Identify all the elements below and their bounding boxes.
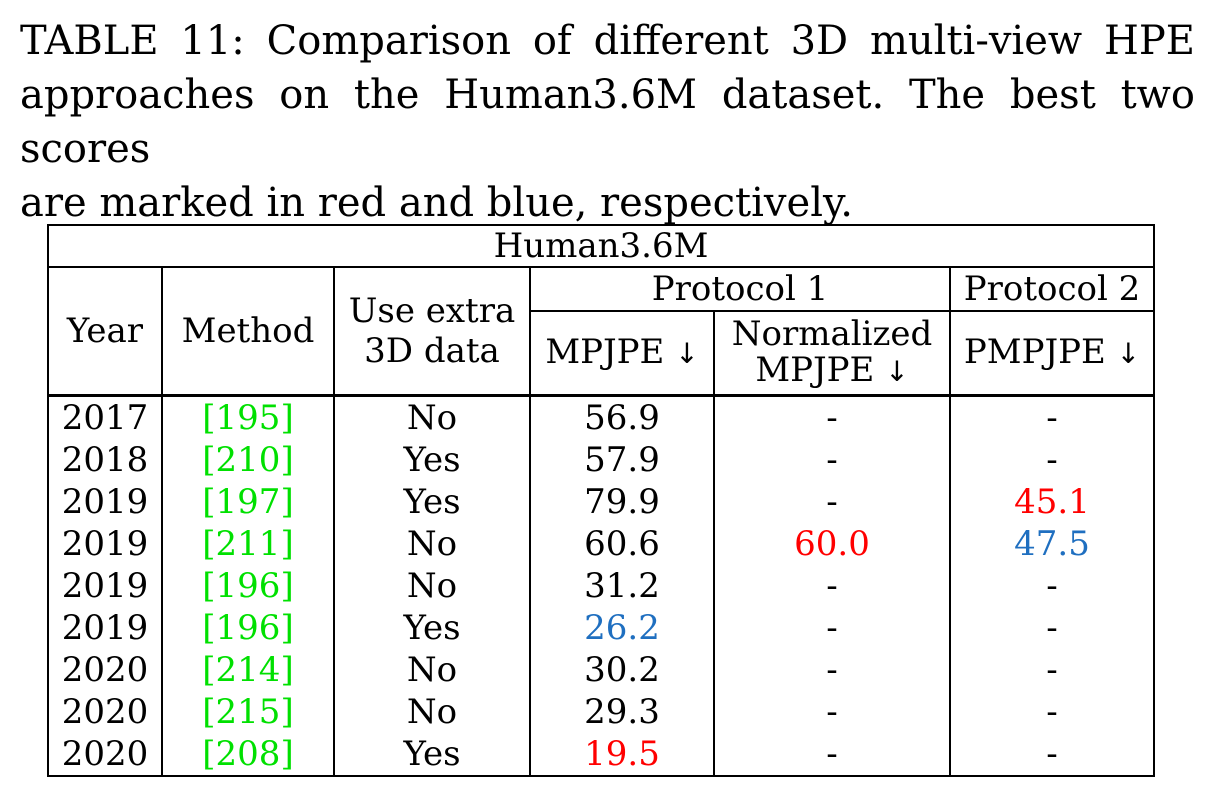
down-arrow-icon: ↓ xyxy=(885,355,909,388)
method-header: Method xyxy=(162,267,335,397)
table-row: 2019 [196] No 31.2 - - xyxy=(47,565,1155,607)
normalized-mpjpe-cell: - xyxy=(714,733,951,777)
pmpjpe-header: PMPJPE ↓ xyxy=(950,311,1155,397)
normalized-mpjpe-cell: - xyxy=(714,481,951,523)
extra-data-header: Use extra 3D data xyxy=(334,267,531,397)
extra-data-cell: No xyxy=(334,691,531,733)
year-cell: 2019 xyxy=(47,481,163,523)
pmpjpe-cell: - xyxy=(950,607,1155,649)
mpjpe-cell: 29.3 xyxy=(530,691,715,733)
table-row: 2019 [211] No 60.6 60.0 47.5 xyxy=(47,523,1155,565)
mpjpe-cell: 60.6 xyxy=(530,523,715,565)
mpjpe-cell: 56.9 xyxy=(530,395,715,439)
method-reference[interactable]: [196] xyxy=(162,607,335,649)
year-cell: 2020 xyxy=(47,691,163,733)
normalized-mpjpe-cell: - xyxy=(714,607,951,649)
protocol2-header: Protocol 2 xyxy=(950,267,1155,312)
caption-line-1: TABLE 11: Comparison of different 3D mul… xyxy=(20,18,1195,64)
method-reference[interactable]: [211] xyxy=(162,523,335,565)
year-header: Year xyxy=(47,267,163,397)
method-reference[interactable]: [208] xyxy=(162,733,335,777)
method-reference[interactable]: [210] xyxy=(162,439,335,481)
extra-data-cell: No xyxy=(334,395,531,439)
table-row: 2019 [197] Yes 79.9 - 45.1 xyxy=(47,481,1155,523)
extra-data-cell: No xyxy=(334,565,531,607)
year-cell: 2019 xyxy=(47,565,163,607)
table-row: 2020 [214] No 30.2 - - xyxy=(47,649,1155,691)
normalized-mpjpe-cell: - xyxy=(714,649,951,691)
pmpjpe-cell-best: 45.1 xyxy=(950,481,1155,523)
mpjpe-cell-second: 26.2 xyxy=(530,607,715,649)
pmpjpe-cell: - xyxy=(950,395,1155,439)
year-cell: 2019 xyxy=(47,607,163,649)
pmpjpe-cell: - xyxy=(950,691,1155,733)
mpjpe-header-label: MPJPE xyxy=(545,332,665,372)
mpjpe-header: MPJPE ↓ xyxy=(530,311,715,397)
method-reference[interactable]: [215] xyxy=(162,691,335,733)
table-row: 2020 [208] Yes 19.5 - - xyxy=(47,733,1155,777)
normalized-header-line-2: MPJPE xyxy=(755,350,875,390)
extra-data-cell: Yes xyxy=(334,733,531,777)
mpjpe-cell: 79.9 xyxy=(530,481,715,523)
normalized-mpjpe-cell: - xyxy=(714,565,951,607)
normalized-mpjpe-cell: - xyxy=(714,439,951,481)
method-reference[interactable]: [195] xyxy=(162,395,335,439)
year-cell: 2019 xyxy=(47,523,163,565)
extra-header-line-2: 3D data xyxy=(364,331,500,371)
normalized-mpjpe-cell: - xyxy=(714,691,951,733)
down-arrow-icon: ↓ xyxy=(1116,337,1141,370)
caption-line-3: are marked in red and blue, respectively… xyxy=(20,180,853,226)
pmpjpe-cell: - xyxy=(950,649,1155,691)
results-table: Human3.6M Year Method Use extra 3D data … xyxy=(47,224,1155,777)
pmpjpe-cell: - xyxy=(950,439,1155,481)
extra-header-line-1: Use extra xyxy=(348,291,516,331)
table-row: 2019 [196] Yes 26.2 - - xyxy=(47,607,1155,649)
mpjpe-cell: 31.2 xyxy=(530,565,715,607)
year-cell: 2018 xyxy=(47,439,163,481)
table-caption: TABLE 11: Comparison of different 3D mul… xyxy=(20,14,1195,230)
normalized-mpjpe-header: Normalized MPJPE ↓ xyxy=(714,311,951,397)
down-arrow-icon: ↓ xyxy=(675,337,699,370)
extra-data-cell: No xyxy=(334,523,531,565)
pmpjpe-header-label: PMPJPE xyxy=(963,332,1106,372)
mpjpe-cell-best: 19.5 xyxy=(530,733,715,777)
method-reference[interactable]: [196] xyxy=(162,565,335,607)
protocol1-header: Protocol 1 xyxy=(530,267,951,312)
extra-data-cell: No xyxy=(334,649,531,691)
pmpjpe-cell: - xyxy=(950,733,1155,777)
extra-data-cell: Yes xyxy=(334,607,531,649)
year-cell: 2020 xyxy=(47,733,163,777)
mpjpe-cell: 30.2 xyxy=(530,649,715,691)
method-reference[interactable]: [197] xyxy=(162,481,335,523)
pmpjpe-cell-second: 47.5 xyxy=(950,523,1155,565)
table-row: 2017 [195] No 56.9 - - xyxy=(47,395,1155,439)
caption-line-2: approaches on the Human3.6M dataset. The… xyxy=(20,72,1195,172)
table-row: 2020 [215] No 29.3 - - xyxy=(47,691,1155,733)
normalized-mpjpe-cell: - xyxy=(714,395,951,439)
normalized-mpjpe-cell-best: 60.0 xyxy=(714,523,951,565)
method-reference[interactable]: [214] xyxy=(162,649,335,691)
mpjpe-cell: 57.9 xyxy=(530,439,715,481)
extra-data-cell: Yes xyxy=(334,481,531,523)
normalized-header-line-1: Normalized xyxy=(731,314,933,354)
pmpjpe-cell: - xyxy=(950,565,1155,607)
table-row: 2018 [210] Yes 57.9 - - xyxy=(47,439,1155,481)
year-cell: 2020 xyxy=(47,649,163,691)
year-cell: 2017 xyxy=(47,395,163,439)
dataset-header: Human3.6M xyxy=(47,224,1155,268)
extra-data-cell: Yes xyxy=(334,439,531,481)
